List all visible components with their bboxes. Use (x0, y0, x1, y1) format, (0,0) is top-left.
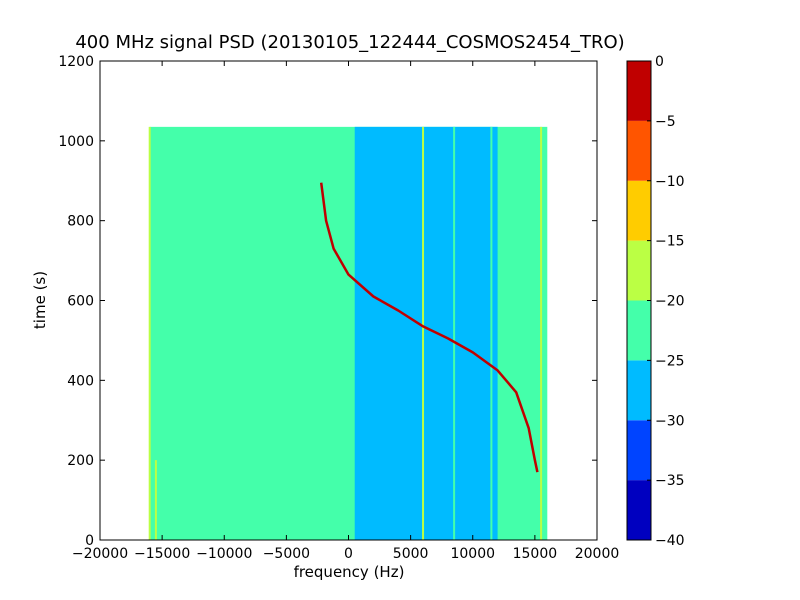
y-axis: 0 200 400 600 800 1000 1200 (58, 54, 597, 549)
colorbar-segment (627, 240, 651, 301)
x-tick-label: 15000 (513, 546, 558, 562)
y-tick-label: 600 (67, 294, 94, 310)
colorbar-tick-label: 0 (655, 54, 664, 70)
colorbar-segment (627, 61, 651, 121)
chart-title: 400 MHz signal PSD (20130105_122444_COSM… (75, 32, 624, 53)
colorbar-segment (627, 180, 651, 241)
x-tick-label: 20000 (575, 546, 620, 562)
colorbar-segment (627, 300, 651, 361)
plot-area (99, 60, 598, 541)
colorbar-tick-label: −5 (655, 114, 676, 130)
y-axis-label: time (s) (31, 271, 49, 329)
x-tick-label: −10000 (196, 546, 252, 562)
x-axis: −20000 −15000 −10000 −5000 0 5000 10000 15000 20… (72, 61, 619, 562)
heatmap-region-1 (354, 126, 498, 541)
colorbar: −40 −35 −30 −25 −20 −15 −10 −5 0 (626, 54, 685, 549)
y-tick-label: 1000 (58, 134, 94, 150)
colorbar-tick-label: −20 (655, 294, 685, 310)
x-tick-label: 5000 (393, 546, 429, 562)
colorbar-tick-label: −15 (655, 234, 685, 250)
x-tick-label: −15000 (134, 546, 190, 562)
x-axis-label: frequency (Hz) (294, 563, 405, 581)
x-tick-label: 10000 (450, 546, 495, 562)
colorbar-segment (627, 360, 651, 421)
colorbar-tick-label: −25 (655, 353, 685, 369)
y-tick-label: 0 (85, 533, 94, 549)
colorbar-segment (627, 420, 651, 481)
colorbar-tick-label: −10 (655, 174, 685, 190)
colorbar-segment (627, 120, 651, 181)
y-tick-label: 400 (67, 373, 94, 389)
x-tick-label: −5000 (263, 546, 310, 562)
doppler-curve (319, 182, 539, 473)
y-tick-label: 200 (67, 453, 94, 469)
colorbar-tick-label: −35 (655, 473, 685, 489)
y-tick-label: 800 (67, 214, 94, 230)
x-tick-label: −20000 (72, 546, 128, 562)
colorbar-tick-label: −40 (655, 533, 685, 549)
y-tick-label: 1200 (58, 54, 94, 70)
colorbar-segment (627, 480, 651, 540)
x-tick-label: 0 (344, 546, 353, 562)
colorbar-tick-label: −30 (655, 413, 685, 429)
